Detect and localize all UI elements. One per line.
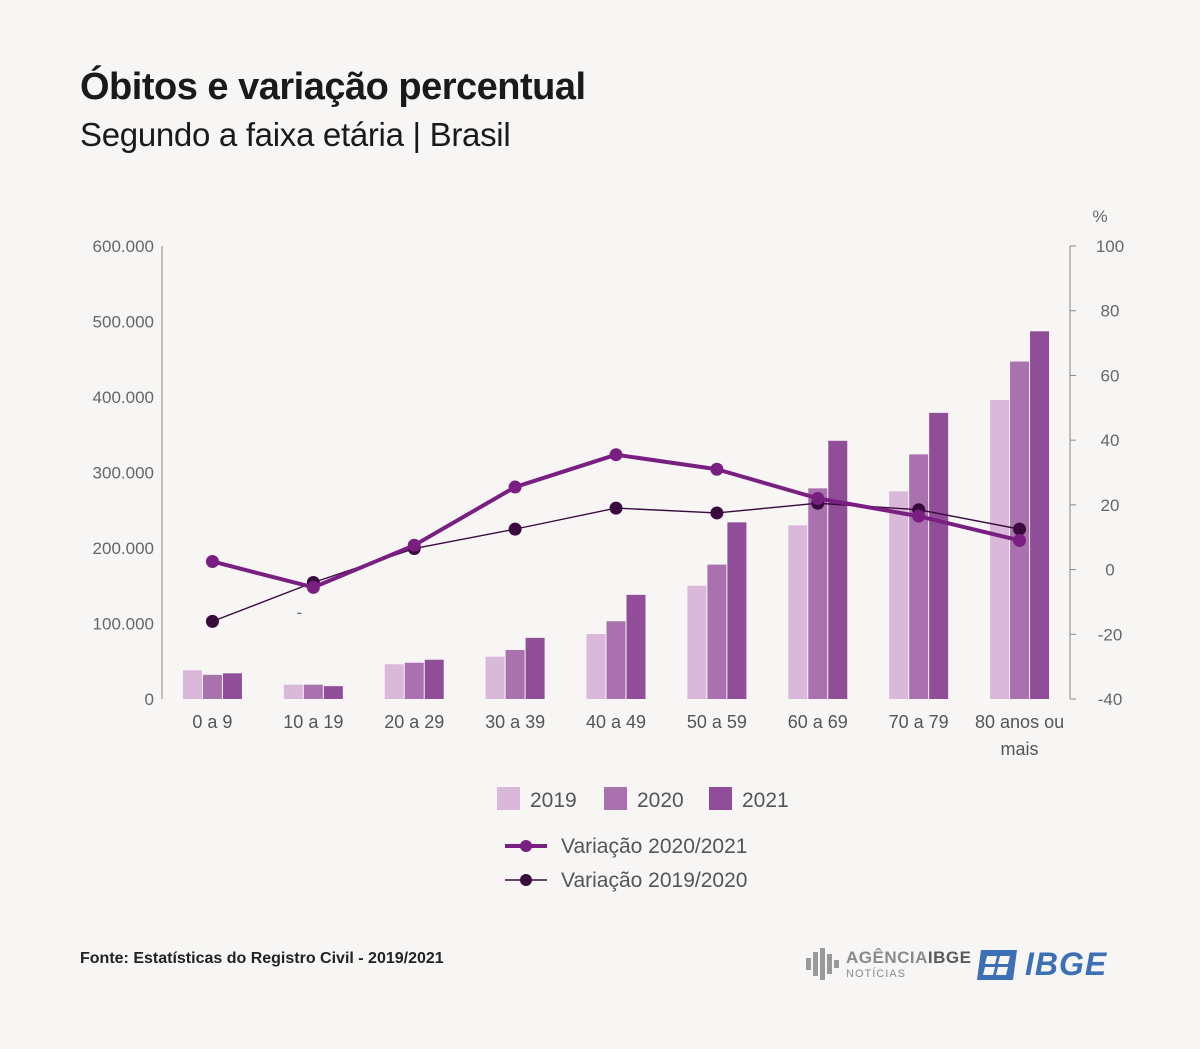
- bar-2021-1: [323, 686, 343, 699]
- y-tick-label: 500.000: [93, 313, 154, 332]
- ibge-wordmark: IBGE: [1025, 946, 1108, 982]
- chart-canvas: 0 100.000 200.000 300.000 400.000 500.000 600.…: [93, 207, 1125, 892]
- bar-2020-6: [808, 488, 828, 699]
- source-note: Fonte: Estatísticas do Registro Civil - …: [80, 950, 444, 967]
- x-tick-label: 10 a 19: [283, 712, 343, 732]
- bar-2021-7: [929, 412, 949, 699]
- agencia-ibge-logo[interactable]: AGÊNCIAIBGE NOTÍCIAS: [806, 946, 971, 982]
- y-tick-label: 300.000: [93, 464, 154, 483]
- legend-label-2020: 2020: [637, 789, 684, 812]
- y-tick-label: 600.000: [93, 237, 154, 256]
- y2-tick-label: -40: [1098, 690, 1123, 709]
- bar-2020-1: [303, 684, 323, 699]
- point-20192020-4: [609, 501, 623, 515]
- y2-tick-label: 40: [1101, 431, 1120, 450]
- chart-labels: - 0 a 9 10 a 19 20 a 29 30 a 39 40 a 49 50 a 5…: [192, 603, 1064, 759]
- ibge-emblem-icon: [977, 949, 1017, 980]
- bar-2020-7: [909, 454, 929, 699]
- agencia-ibge-text: IBGE: [927, 947, 972, 967]
- bar-2021-0: [222, 673, 242, 699]
- chart-subtitle: Segundo a faixa etária | Brasil: [80, 116, 511, 153]
- point-20202021-5: [710, 462, 724, 476]
- bar-2021-5: [727, 522, 747, 699]
- bar-2020-4: [606, 621, 626, 699]
- bar-2019-2: [384, 664, 404, 699]
- chart-lines: [205, 448, 1027, 628]
- chart-legend: 2019 2020 2021 Variação 2020/2021 Variação 2…: [497, 787, 789, 892]
- annotation-text: -: [296, 603, 302, 622]
- legend-label-line-1: Variação 2019/2020: [561, 869, 747, 892]
- agencia-noticias-text: NOTÍCIAS: [846, 967, 906, 980]
- point-20192020-8: [1013, 522, 1027, 536]
- x-tick-label: 20 a 29: [384, 712, 444, 732]
- bar-2021-3: [525, 637, 545, 699]
- y-tick-label: 400.000: [93, 388, 154, 407]
- bar-2020-0: [202, 674, 222, 699]
- point-20202021-2: [407, 538, 421, 552]
- point-20202021-6: [811, 491, 825, 505]
- point-20202021-8: [1013, 533, 1027, 547]
- y-tick-label: 0: [145, 690, 154, 709]
- y2-tick-label: 0: [1105, 561, 1114, 580]
- bar-2021-2: [424, 659, 444, 699]
- y2-tick-label: 20: [1101, 496, 1120, 515]
- bar-2021-6: [828, 440, 848, 699]
- point-20202021-1: [306, 580, 320, 594]
- point-20192020-3: [508, 522, 522, 536]
- agencia-mark-icon: [806, 948, 839, 980]
- bar-2020-2: [404, 662, 424, 699]
- bar-2019-5: [687, 585, 707, 699]
- x-tick-label: 60 a 69: [788, 712, 848, 732]
- bar-2019-4: [586, 634, 606, 699]
- chart-title: Óbitos e variação percentual: [80, 66, 586, 108]
- point-20202021-0: [205, 554, 219, 568]
- bar-2019-1: [283, 684, 303, 699]
- point-20202021-4: [609, 448, 623, 462]
- legend-marker-1: [520, 874, 532, 886]
- x-tick-label: 50 a 59: [687, 712, 747, 732]
- bar-2019-6: [788, 525, 808, 699]
- chart-axes: 0 100.000 200.000 300.000 400.000 500.000 600.…: [93, 207, 1125, 709]
- legend-swatch-2021: [709, 787, 732, 810]
- point-20192020-5: [710, 506, 724, 520]
- ibge-logo[interactable]: IBGE: [975, 946, 1107, 983]
- x-tick-label: 70 a 79: [889, 712, 949, 732]
- point-20202021-3: [508, 480, 522, 494]
- legend-label-line-0: Variação 2020/2021: [561, 835, 747, 858]
- x-tick-label: 30 a 39: [485, 712, 545, 732]
- bar-2021-4: [626, 594, 646, 699]
- agencia-text: AGÊNCIA: [846, 947, 928, 967]
- bar-2019-8: [990, 400, 1010, 699]
- y-tick-label: 200.000: [93, 539, 154, 558]
- point-20202021-7: [912, 509, 926, 523]
- bar-2021-8: [1030, 331, 1050, 699]
- x-tick-label: mais: [1001, 739, 1039, 759]
- y-tick-label: 100.000: [93, 615, 154, 634]
- x-tick-label: 0 a 9: [192, 712, 232, 732]
- chart-bars: [182, 331, 1050, 699]
- bar-2020-3: [505, 649, 525, 699]
- point-20192020-0: [205, 614, 219, 628]
- x-tick-label: 80 anos ou: [975, 712, 1064, 732]
- bar-2019-7: [889, 491, 909, 699]
- legend-swatch-2019: [497, 787, 520, 810]
- legend-label-2021: 2021: [742, 789, 789, 812]
- bar-2019-3: [485, 656, 505, 699]
- y2-tick-label: 100: [1096, 237, 1124, 256]
- y2-tick-label: -20: [1098, 625, 1123, 644]
- bar-2019-0: [182, 670, 202, 699]
- x-tick-label: 40 a 49: [586, 712, 646, 732]
- legend-marker-0: [520, 840, 532, 852]
- y2-tick-label: 60: [1101, 366, 1120, 385]
- y2-tick-label: 80: [1101, 302, 1120, 321]
- y2-axis-unit: %: [1092, 207, 1107, 226]
- bar-2020-5: [707, 564, 727, 699]
- legend-label-2019: 2019: [530, 789, 577, 812]
- legend-swatch-2020: [604, 787, 627, 810]
